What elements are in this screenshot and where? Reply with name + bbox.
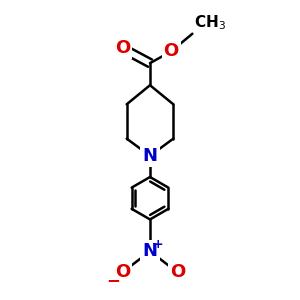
Text: O: O	[164, 42, 179, 60]
Text: N: N	[142, 147, 158, 165]
Text: O: O	[115, 39, 130, 57]
Text: CH$_3$: CH$_3$	[194, 14, 226, 32]
Text: −: −	[107, 271, 121, 289]
Text: +: +	[153, 238, 164, 251]
Text: N: N	[142, 242, 158, 260]
Text: O: O	[115, 263, 130, 281]
Text: O: O	[170, 263, 185, 281]
